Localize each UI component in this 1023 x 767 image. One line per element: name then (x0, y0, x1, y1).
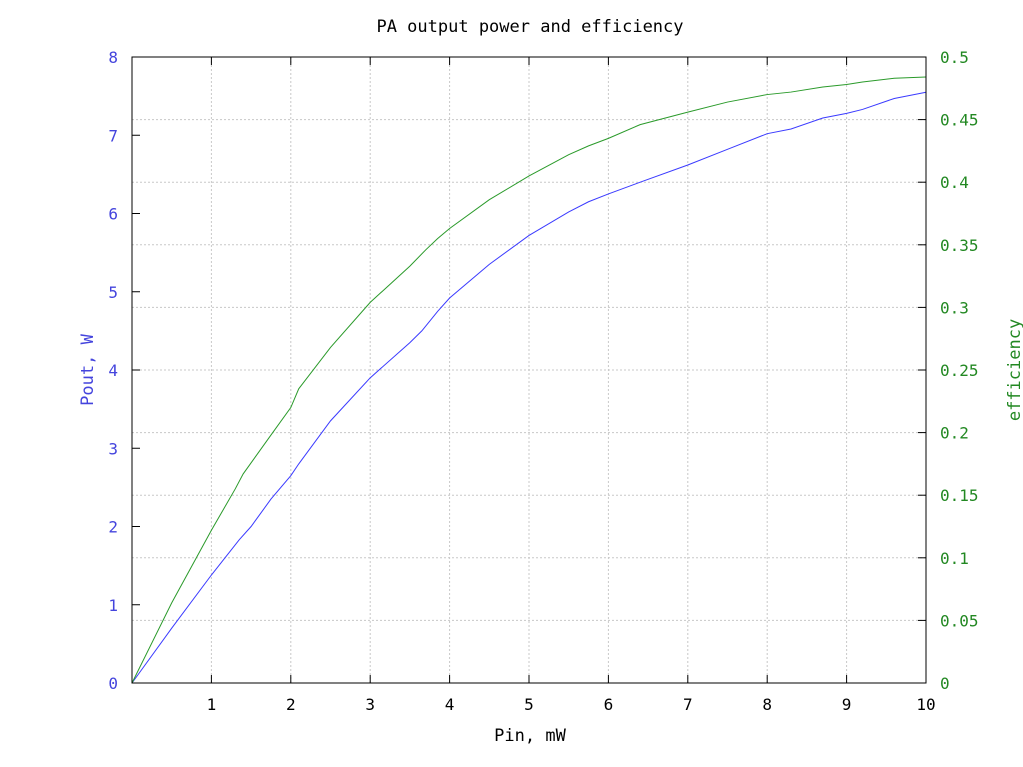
x-tick-label: 6 (604, 695, 614, 714)
x-tick-label: 8 (762, 695, 772, 714)
series-layer (131, 76, 927, 684)
y-left-tick-label: 7 (108, 126, 118, 145)
x-tick-label: 1 (207, 695, 217, 714)
label-layer: 1 2 3 4 5 6 7 8 9 10 0 1 2 3 4 5 6 7 8 0 0.05 0.1 0.15 0.2 0.25 0… (108, 48, 978, 714)
y-right-tick-label: 0.35 (940, 236, 979, 255)
y-right-tick-label: 0.15 (940, 486, 979, 505)
x-tick-label: 10 (916, 695, 935, 714)
y-right-tick-label: 0.2 (940, 424, 969, 443)
y-right-tick-label: 0.45 (940, 111, 979, 130)
x-tick-label: 7 (683, 695, 693, 714)
y-axis-left-title: Pout, W (78, 333, 98, 405)
y-left-tick-label: 8 (108, 48, 118, 67)
x-tick-label: 2 (286, 695, 296, 714)
y-right-tick-label: 0.1 (940, 549, 969, 568)
y-left-tick-label: 3 (108, 439, 118, 458)
y-left-tick-label: 4 (108, 361, 118, 380)
y-axis-right-title: efficiency (1005, 319, 1023, 421)
y-left-tick-label: 2 (108, 518, 118, 537)
x-tick-label: 9 (842, 695, 852, 714)
tick-layer (132, 56, 927, 684)
y-left-tick-label: 1 (108, 596, 118, 615)
pout-series-line (131, 91, 927, 684)
chart-title: PA output power and efficiency (376, 17, 683, 37)
y-right-tick-label: 0.25 (940, 361, 979, 380)
efficiency-series-line (131, 76, 927, 684)
x-tick-label: 4 (445, 695, 455, 714)
y-left-tick-label: 5 (108, 283, 118, 302)
y-left-tick-label: 0 (108, 674, 118, 693)
x-tick-label: 3 (365, 695, 375, 714)
y-right-tick-label: 0 (940, 674, 950, 693)
grid-layer (132, 57, 926, 683)
x-tick-label: 5 (524, 695, 534, 714)
y-left-tick-label: 6 (108, 205, 118, 224)
y-right-tick-label: 0.05 (940, 611, 979, 630)
y-right-tick-label: 0.5 (940, 48, 969, 67)
y-right-tick-label: 0.4 (940, 173, 969, 192)
x-axis-title: Pin, mW (494, 726, 566, 746)
y-right-tick-label: 0.3 (940, 298, 969, 317)
